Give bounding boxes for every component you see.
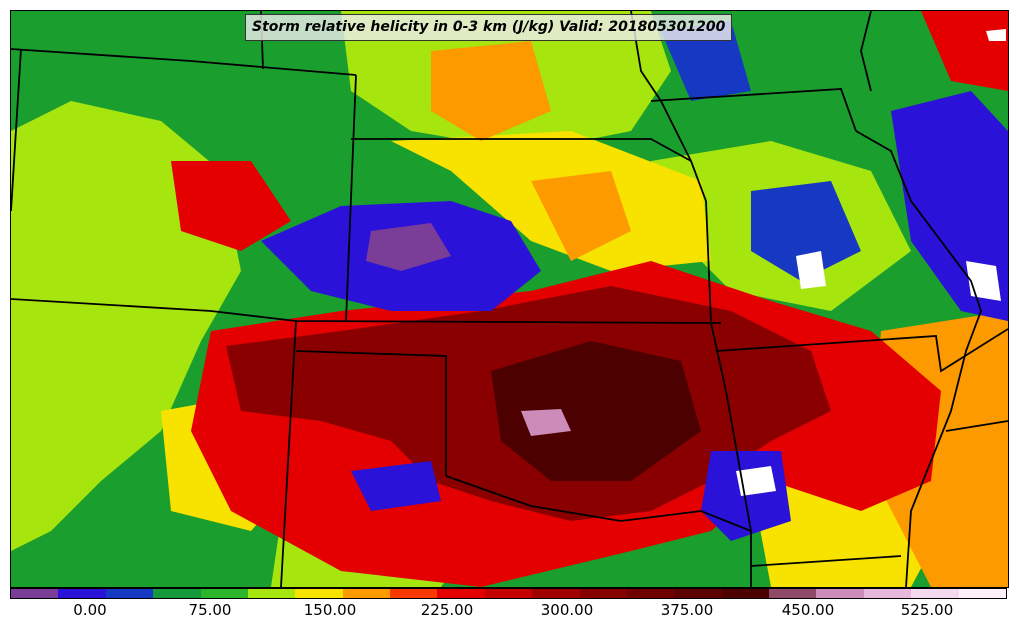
colorbar-segment	[295, 589, 343, 598]
boundary-louisiana-north	[750, 555, 902, 567]
colorbar-segment	[247, 589, 296, 598]
field-darkest-core	[491, 341, 701, 481]
colorbar-segment	[816, 589, 864, 598]
boundary-oklahoma-texas-west	[295, 350, 447, 476]
colorbar-segment	[342, 589, 390, 598]
colorbar-segment	[863, 589, 912, 598]
colorbar-segment	[484, 589, 533, 598]
boundary-west-utah	[11, 48, 22, 212]
boundary-nebraska-iowa	[630, 11, 692, 162]
boundary-oklahoma-red-river	[445, 475, 752, 532]
boundary-colorado-wyoming	[345, 74, 357, 322]
colorbar-segment	[105, 589, 154, 598]
boundary-arkansas-north	[715, 328, 1008, 373]
state-boundaries	[11, 11, 1008, 587]
field-blue-northeast-top	[661, 21, 751, 101]
field-mauve-core	[521, 409, 571, 436]
helicity-map	[11, 11, 1008, 587]
boundary-mississippi-north	[945, 420, 1008, 432]
boundary-wyoming-colorado-north	[11, 48, 357, 76]
field-red-west	[171, 161, 291, 251]
colorbar-tick-label: 0.00	[73, 601, 107, 619]
colorbar-tick-label: 450.00	[781, 601, 835, 619]
colorbar-segment	[721, 589, 769, 598]
field-white-southeast	[736, 466, 776, 496]
boundary-kansas-oklahoma	[11, 298, 722, 324]
field-white-east	[796, 251, 826, 289]
field-blue-south	[351, 461, 441, 511]
colorbar	[10, 588, 1007, 599]
boundary-mississippi-river	[855, 130, 982, 587]
colorbar-segment	[390, 589, 438, 598]
colorbar-segment	[532, 589, 580, 598]
colorbar-segment	[153, 589, 201, 598]
colorbar-segment	[58, 589, 106, 598]
field-purple-central	[366, 223, 451, 271]
colorbar-tick-label: 300.00	[540, 601, 594, 619]
field-white-northwest	[986, 29, 1006, 41]
colorbar-segment	[769, 589, 817, 598]
colorbar-tick-label: 225.00	[420, 601, 474, 619]
boundary-kansas-east	[690, 160, 712, 324]
colorbar-segment	[958, 589, 1006, 598]
boundary-missouri-arkansas	[710, 322, 752, 587]
colorbar-tick-label: 75.00	[188, 601, 232, 619]
colorbar-segment	[674, 589, 722, 598]
colorbar-segment	[11, 589, 59, 598]
field-orange-north	[431, 41, 551, 141]
field-blue-east	[751, 181, 861, 281]
colorbar-segment	[437, 589, 485, 598]
colorbar-segment	[911, 589, 959, 598]
colorbar-segment	[200, 589, 248, 598]
colorbar-ticks: 0.00 75.00 150.00 225.00 300.00 375.00 450.00 5…	[0, 601, 1018, 625]
map-title: Storm relative helicity in 0-3 km (J/kg)…	[245, 14, 733, 41]
colorbar-tick-label: 375.00	[660, 601, 714, 619]
map-frame	[10, 10, 1009, 588]
colorbar-tick-label: 150.00	[303, 601, 357, 619]
colorbar-segment	[579, 589, 627, 598]
boundary-iowa-south	[650, 88, 857, 132]
colorbar-segment	[626, 589, 675, 598]
boundary-oklahoma-panhandle	[280, 320, 297, 587]
field-orange-central	[531, 171, 631, 261]
boundary-nebraska-south	[351, 138, 692, 162]
boundary-iowa-illinois	[860, 11, 872, 92]
colorbar-tick-label: 525.00	[900, 601, 954, 619]
